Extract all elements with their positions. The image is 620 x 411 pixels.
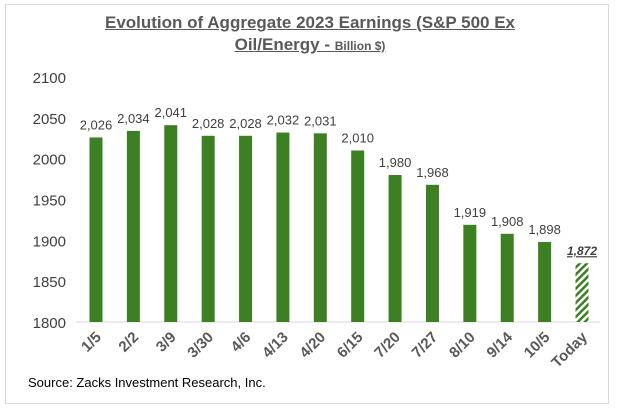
data-label: 1,919 <box>454 205 487 220</box>
bar <box>201 135 215 322</box>
x-tick-label: 1/5 <box>78 329 105 356</box>
bar <box>388 175 402 322</box>
data-label: 2,041 <box>154 105 187 120</box>
data-label: 2,028 <box>192 116 225 131</box>
chart-title: Evolution of Aggregate 2023 Earnings (S&… <box>0 12 620 57</box>
data-label: 2,010 <box>341 131 374 146</box>
y-tick-label: 2100 <box>33 70 66 87</box>
data-label: 2,026 <box>80 117 113 132</box>
bar <box>538 241 552 322</box>
bar <box>89 137 103 322</box>
x-tick-label: 6/15 <box>334 329 367 362</box>
y-tick-label: 1800 <box>33 315 66 332</box>
y-tick-label: 2050 <box>33 111 66 128</box>
source-note: Source: Zacks Investment Research, Inc. <box>28 375 266 390</box>
bar <box>351 150 365 322</box>
x-tick-label: 8/10 <box>446 329 479 362</box>
data-label: 2,032 <box>267 113 300 128</box>
data-label: 2,034 <box>117 111 150 126</box>
data-label: 1,872 <box>567 244 597 258</box>
y-tick-label: 1850 <box>33 274 66 291</box>
data-label: 1,908 <box>491 214 524 229</box>
data-label: 1,980 <box>379 155 412 170</box>
bar <box>276 132 290 322</box>
x-tick-label: 2/2 <box>115 329 142 356</box>
bar <box>463 224 477 322</box>
title-line-1: Evolution of Aggregate 2023 Earnings (S&… <box>104 13 515 32</box>
chart-frame <box>5 4 609 404</box>
x-tick-label: 3/30 <box>184 329 217 362</box>
x-tick-label: 9/14 <box>483 328 516 361</box>
data-label: 2,031 <box>304 113 337 128</box>
x-tick-label: 7/27 <box>409 329 442 362</box>
bar <box>313 133 327 322</box>
data-label: 1,898 <box>528 222 561 237</box>
y-tick-label: 2000 <box>33 152 66 169</box>
title-line-2: Oil/Energy - <box>234 35 335 54</box>
data-label: 1,968 <box>416 165 449 180</box>
x-tick-label: 4/13 <box>259 329 292 362</box>
x-tick-label: 3/9 <box>153 329 180 356</box>
x-tick-label: 10/5 <box>521 329 554 362</box>
data-label: 2,028 <box>229 116 262 131</box>
x-tick-label: 7/20 <box>371 329 404 362</box>
bar-today <box>575 263 589 322</box>
y-tick-label: 1900 <box>33 233 66 250</box>
bar <box>500 233 514 322</box>
bar <box>126 130 140 322</box>
bar <box>164 125 178 322</box>
x-tick-label: 4/20 <box>296 329 329 362</box>
bar <box>239 135 253 322</box>
x-tick-label: Today <box>548 328 591 371</box>
title-unit: Billion $) <box>334 39 386 53</box>
x-tick-label: 4/6 <box>228 329 255 356</box>
bar <box>425 184 439 322</box>
y-tick-label: 1950 <box>33 193 66 210</box>
